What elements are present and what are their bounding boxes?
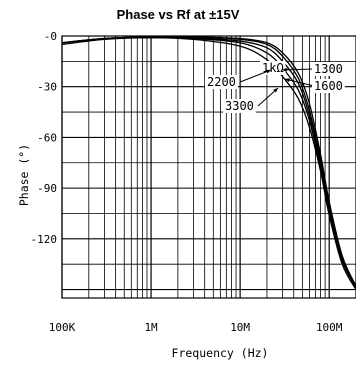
- x-tick-label-3: 100M: [316, 321, 343, 334]
- annotation-bg-3: [205, 75, 238, 89]
- y-tick-label-3: -90: [37, 182, 57, 195]
- annotation-bg-2: [312, 79, 345, 93]
- annotation-label-0: 1kΩ: [262, 61, 284, 75]
- annotation-bg-4: [223, 99, 256, 113]
- annotation-label-1: 1300: [314, 62, 343, 76]
- grid: [61, 35, 356, 299]
- y-tick-label-0: -0: [44, 30, 57, 43]
- annotation-label-2: 1600: [314, 79, 343, 93]
- y-tick-labels: -0 -30 -60 -90 -120: [31, 30, 58, 246]
- x-tick-labels: 100K 1M 10M 100M: [49, 321, 343, 334]
- annotation-arrow-2: [285, 78, 290, 82]
- x-tick-label-2: 10M: [230, 321, 250, 334]
- x-tick-label-0: 100K: [49, 321, 76, 334]
- curve-annotations: 1kΩ 1300 1600 2200 3300: [205, 61, 345, 113]
- annotation-arrow-3: [266, 69, 271, 74]
- chart-title: Phase vs Rf at ±15V: [117, 7, 240, 22]
- annotation-label-3: 2200: [207, 75, 236, 89]
- x-axis-label: Frequency (Hz): [172, 346, 269, 360]
- annotation-label-4: 3300: [225, 99, 254, 113]
- series-line-4: [61, 37, 356, 290]
- plot-frame: [61, 35, 356, 299]
- annotation-leader-3: [239, 69, 272, 83]
- annotation-leader-2: [284, 78, 315, 87]
- y-tick-label-4: -120: [31, 233, 58, 246]
- annotation-arrow-4: [273, 88, 278, 93]
- annotation-arrow-1: [282, 67, 287, 72]
- x-tick-label-1: 1M: [144, 321, 158, 334]
- annotation-bg-1: [312, 62, 345, 76]
- y-tick-label-1: -30: [37, 81, 57, 94]
- y-tick-label-2: -60: [37, 131, 57, 144]
- y-axis-label: Phase (°): [17, 144, 31, 206]
- annotation-leader-1: [281, 68, 315, 71]
